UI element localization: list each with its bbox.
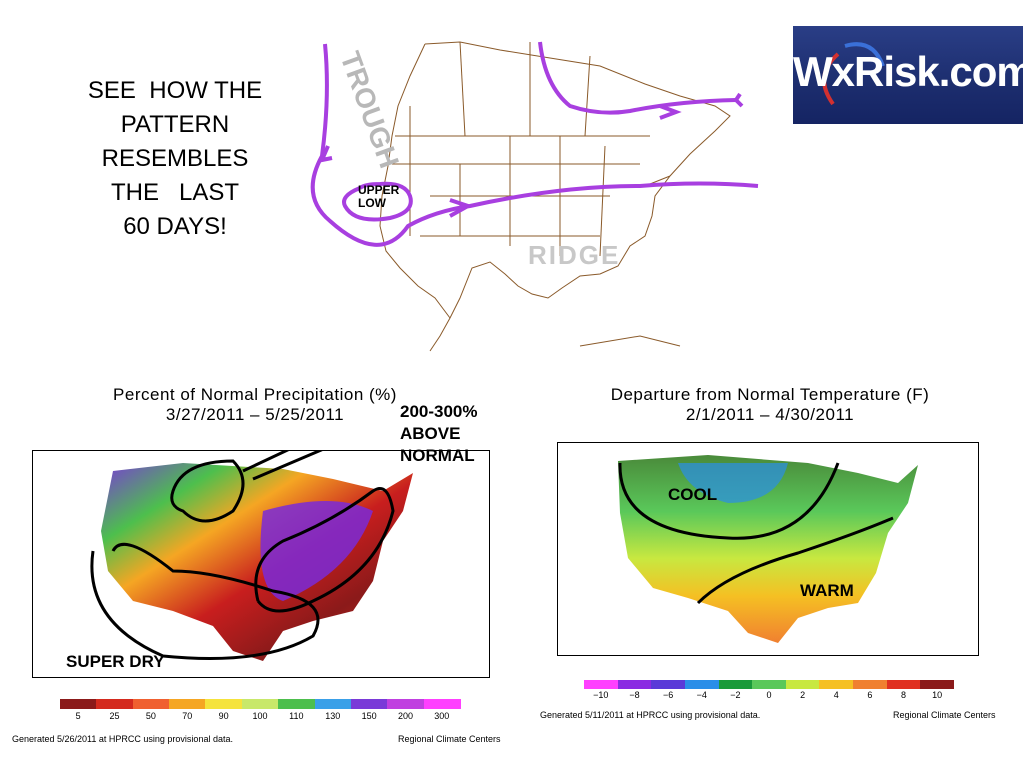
precip-footer-right: Regional Climate Centers: [398, 734, 501, 744]
scale-swatch: [651, 680, 686, 689]
precip-title-line2: 3/27/2011 – 5/25/2011: [165, 405, 345, 424]
scale-tick-label: 70: [182, 711, 193, 721]
temp-map: [618, 455, 918, 643]
logo-text: WxRisk.com: [793, 48, 1024, 95]
precip-map: [90, 389, 414, 661]
precip-footer-left: Generated 5/26/2011 at HPRCC using provi…: [12, 734, 233, 744]
ridge-label: RIDGE: [528, 240, 620, 270]
precip-map-frame: [32, 389, 490, 678]
temp-footer-right: Regional Climate Centers: [893, 710, 996, 720]
scale-swatch: [819, 680, 854, 689]
wxrisk-logo: WxRisk.com: [793, 26, 1024, 124]
scale-swatch: [60, 699, 97, 709]
flow-arrows: [310, 41, 759, 247]
scale-tick-label: 8: [901, 690, 907, 700]
temp-cold-region: [678, 463, 788, 503]
temp-annotation-warm: WARM: [800, 581, 854, 600]
scale-tick-label: −8: [629, 690, 640, 700]
temp-chart-title: Departure from Normal Temperature (F) 2/…: [580, 385, 960, 425]
scale-swatch: [241, 699, 279, 709]
precip-annotation-dry: SUPER DRY: [66, 652, 165, 671]
headline-line: PATTERN: [120, 111, 230, 138]
scale-swatch: [920, 680, 955, 689]
trough-label: TROUGH: [334, 47, 405, 172]
scale-swatch: [617, 680, 652, 689]
scale-swatch: [752, 680, 787, 689]
headline-line: THE LAST: [110, 179, 240, 206]
scale-tick-label: −10: [593, 690, 609, 700]
precip-scale-ticks: 5 25 50 70 90 100 110 130 150 200 300: [60, 711, 460, 723]
scale-tick-label: 0: [766, 690, 772, 700]
precip-color-scale: [60, 699, 461, 709]
scale-swatch: [785, 680, 820, 689]
north-america-map: TROUGH UPPER LOW RIDGE: [310, 41, 759, 352]
precip-chart-title: Percent of Normal Precipitation (%) 3/27…: [60, 385, 450, 425]
logo-swirl-icon: [822, 42, 885, 106]
scale-tick-label: 50: [145, 711, 156, 721]
temp-scale-ticks: −10 −8 −6 −4 −2 0 2 4 6 8 10: [584, 690, 954, 702]
scale-tick-label: 5: [75, 711, 81, 721]
precip-title-line1: Percent of Normal Precipitation (%): [113, 385, 397, 404]
scale-swatch: [278, 699, 316, 709]
precip-annotation-1: 200-300%: [400, 402, 478, 421]
temp-color-scale: [584, 680, 955, 689]
temp-title-line1: Departure from Normal Temperature (F): [610, 385, 930, 404]
scale-tick-label: 10: [932, 690, 943, 700]
temp-annotation-cool: COOL: [668, 485, 718, 504]
scale-swatch: [314, 699, 352, 709]
map-outline: [379, 41, 731, 352]
temp-us-shape: [618, 455, 918, 643]
scale-tick-label: 2: [800, 690, 806, 700]
scale-swatch: [132, 699, 170, 709]
scale-tick-label: 110: [289, 711, 304, 721]
headline-text: SEE HOW THE PATTERN RESEMBLES THE LAST 6…: [60, 74, 290, 244]
scale-swatch: [718, 680, 753, 689]
scale-tick-label: 200: [397, 711, 413, 721]
scale-tick-label: 100: [252, 711, 268, 721]
scale-tick-label: −2: [730, 690, 741, 700]
scale-tick-label: 130: [325, 711, 341, 721]
upper-low-label-1: UPPER: [358, 183, 400, 197]
temp-annotations: [618, 462, 894, 605]
scale-swatch: [169, 699, 207, 709]
scale-swatch: [684, 680, 719, 689]
upper-low-label-2: LOW: [358, 196, 387, 210]
scale-tick-label: 6: [867, 690, 873, 700]
scale-swatch: [350, 699, 388, 709]
upper-low-circle: [342, 181, 413, 222]
precip-wet-region: [260, 501, 373, 601]
scale-tick-label: −6: [662, 690, 674, 700]
temp-footer-left: Generated 5/11/2011 at HPRCC using provi…: [540, 710, 761, 720]
scale-swatch: [584, 680, 618, 689]
headline-line: 60 DAYS!: [123, 213, 227, 240]
scale-tick-label: 150: [361, 711, 377, 721]
scale-swatch: [886, 680, 921, 689]
scale-swatch: [423, 699, 461, 709]
temp-title-line2: 2/1/2011 – 4/30/2011: [685, 405, 855, 424]
precip-annotation-2: ABOVE: [400, 424, 461, 443]
scale-swatch: [96, 699, 134, 709]
scale-swatch: [205, 699, 243, 709]
scale-tick-label: 90: [218, 711, 229, 721]
temp-map-frame: [557, 442, 979, 656]
headline-line: SEE HOW THE: [87, 77, 263, 104]
scale-tick-label: 25: [109, 711, 120, 721]
scale-tick-label: 4: [833, 690, 839, 700]
northern-jet-arrow: [538, 41, 737, 115]
headline-line: RESEMBLES: [101, 145, 249, 172]
scale-swatch: [387, 699, 425, 709]
scale-swatch: [853, 680, 888, 689]
scale-tick-label: −4: [696, 690, 707, 700]
precip-annotation-3: NORMAL: [400, 446, 475, 465]
scale-tick-label: 300: [434, 711, 450, 721]
